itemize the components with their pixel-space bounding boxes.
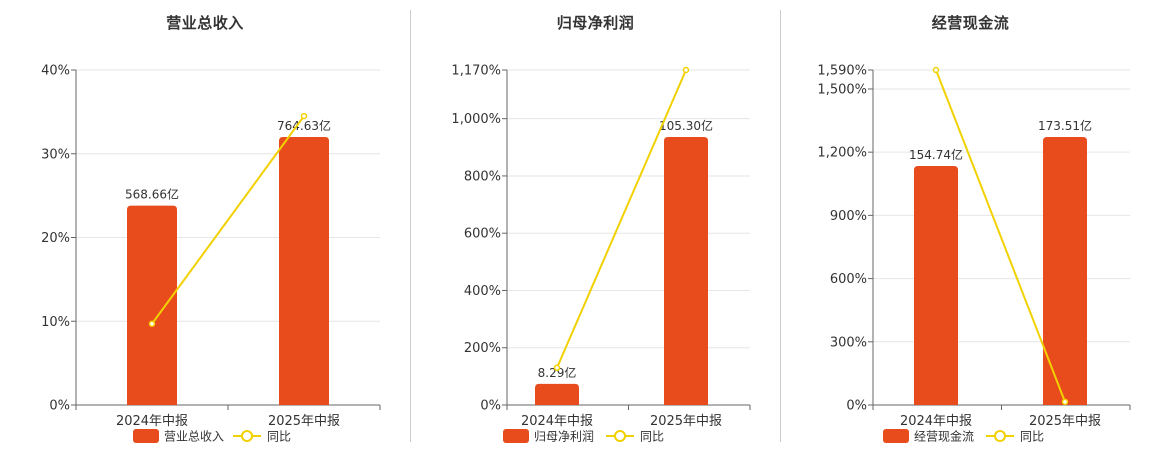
- x-tick-label: 2025年中报: [1029, 414, 1101, 429]
- y-tick-label: 0%: [846, 399, 867, 414]
- legend-line-label: 同比: [267, 430, 291, 444]
- y-tick-label: 400%: [464, 284, 501, 299]
- yoy-point: [300, 112, 308, 120]
- chart-title: 营业总收入: [166, 14, 244, 32]
- bar: [914, 165, 958, 405]
- yoy-line: [556, 69, 687, 369]
- panel-divider: [410, 10, 411, 442]
- y-tick-label: 600%: [464, 227, 501, 242]
- bar: [1043, 137, 1087, 405]
- y-tick-label: 600%: [830, 272, 867, 287]
- yoy-point: [682, 66, 690, 74]
- yoy-point: [148, 320, 156, 328]
- legend-bar-label: 营业总收入: [164, 430, 224, 444]
- legend-bar-label: 归母净利润: [534, 430, 594, 444]
- legend-line-label: 同比: [1020, 430, 1044, 444]
- legend-bar-label: 经营现金流: [914, 429, 974, 444]
- y-tick-label: 0%: [49, 399, 70, 414]
- bar-value-label: 154.74亿: [909, 147, 963, 162]
- bar-value-label: 568.66亿: [125, 187, 179, 202]
- bar-value-label: 8.29亿: [538, 365, 577, 380]
- x-tick-label: 2024年中报: [900, 414, 972, 429]
- y-tick-label: 10%: [41, 315, 70, 330]
- y-tick-label: 1,000%: [451, 112, 501, 127]
- y-tick-label: 300%: [830, 335, 867, 350]
- bar: [664, 137, 708, 405]
- x-tick-label: 2024年中报: [521, 414, 593, 429]
- legend-line-marker: [614, 430, 626, 442]
- cash-flow-chart-panel: 经营现金流 0% 300% 600% 900% 1,200% 1,500% 1,590% 15…: [781, 0, 1160, 450]
- legend-line-marker: [994, 430, 1006, 442]
- y-tick-label: 1,170%: [451, 64, 501, 79]
- yoy-point: [932, 66, 940, 74]
- y-tick-label: 20%: [41, 231, 70, 246]
- bar-value-label: 173.51亿: [1038, 118, 1092, 133]
- legend-bar-swatch: [503, 429, 529, 443]
- net-profit-chart: 0% 200% 400% 600% 800% 1,000% 1,170% 8.29亿 2024年…: [451, 64, 751, 444]
- legend-line-marker: [241, 430, 253, 442]
- legend-line-label: 同比: [640, 430, 664, 444]
- bar: [127, 205, 177, 405]
- chart-title: 经营现金流: [931, 14, 1010, 32]
- panel-divider: [780, 10, 781, 442]
- legend-bar-swatch: [883, 429, 909, 443]
- yoy-point: [553, 364, 561, 372]
- yoy-point: [1061, 398, 1069, 406]
- y-tick-label: 40%: [41, 64, 70, 79]
- revenue-chart-panel: 营业总收入 0% 10% 20% 30% 40% 568.66亿 2024年中报 764.63…: [0, 0, 410, 450]
- net-profit-chart-panel: 归母净利润 0% 200% 400% 600% 800% 1,000% 1,170% 8.29…: [411, 0, 780, 450]
- yoy-line: [935, 69, 1066, 403]
- revenue-chart: 0% 10% 20% 30% 40% 568.66亿 2024年中报 764.63亿 2025年…: [41, 64, 381, 444]
- bar-value-label: 764.63亿: [277, 118, 331, 133]
- chart-title: 归母净利润: [556, 14, 635, 32]
- y-tick-label: 800%: [464, 169, 501, 184]
- x-tick-label: 2025年中报: [268, 414, 340, 429]
- y-tick-label: 1,200%: [817, 146, 867, 161]
- bar-value-label: 105.30亿: [659, 118, 713, 133]
- y-tick-label: 1,500%: [817, 82, 867, 97]
- bar: [279, 137, 329, 405]
- y-tick-label: 200%: [464, 341, 501, 356]
- x-tick-label: 2024年中报: [116, 414, 188, 429]
- y-tick-label: 1,590%: [817, 64, 867, 79]
- cash-flow-chart: 0% 300% 600% 900% 1,200% 1,500% 1,590% 154.74亿 2…: [817, 64, 1131, 444]
- bar: [535, 383, 579, 405]
- legend-bar-swatch: [133, 429, 159, 443]
- y-tick-label: 30%: [41, 147, 70, 162]
- x-tick-label: 2025年中报: [650, 414, 722, 429]
- y-tick-label: 0%: [480, 399, 501, 414]
- y-tick-label: 900%: [830, 209, 867, 224]
- yoy-line: [151, 115, 305, 325]
